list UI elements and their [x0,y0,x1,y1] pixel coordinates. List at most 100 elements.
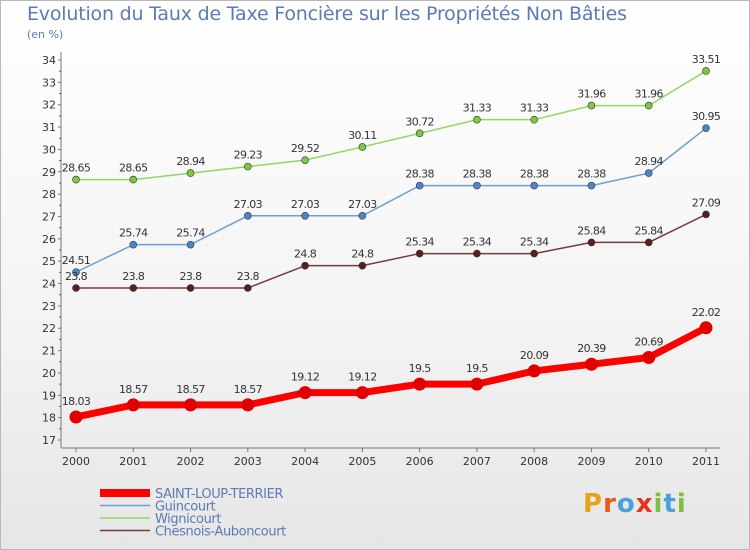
data-label: 20.39 [577,342,606,355]
data-label: 24.51 [62,254,91,267]
data-point [702,67,710,75]
data-point [186,240,195,249]
y-tick-label: 17 [42,434,56,447]
data-label: 25.84 [634,224,663,237]
y-tick-label: 33 [42,76,56,89]
data-point [413,377,427,391]
x-tick-label: 2002 [177,455,205,468]
y-tick-label: 34 [42,54,56,67]
logo-letter: P [583,489,604,519]
data-point [301,212,309,220]
data-label: 22.02 [692,306,721,319]
data-label: 28.94 [176,155,205,168]
data-label: 30.95 [692,110,721,123]
data-label: 30.11 [348,129,377,142]
y-tick-label: 28 [42,188,56,201]
series-line [76,213,707,289]
data-label: 28.38 [463,168,492,181]
data-label: 25.74 [119,227,148,240]
y-tick-label: 19 [42,389,56,402]
y-tick-label: 26 [42,233,56,246]
data-label: 20.09 [520,349,549,362]
y-tick-label: 30 [42,143,56,156]
legend-label: SAINT-LOUP-TERRIER [155,487,283,502]
logo-letter: i [653,489,664,519]
logo-letter: o [616,489,636,519]
unit-label: (en %) [27,28,64,41]
data-label: 29.52 [291,142,320,155]
data-point [72,284,80,292]
x-tick-label: 2009 [577,455,605,468]
data-label: 19.5 [409,362,432,375]
data-point [587,101,596,110]
data-label: 28.94 [634,155,663,168]
y-tick-label: 20 [42,367,56,380]
data-label: 23.8 [122,270,145,283]
data-point [301,156,309,164]
data-label: 28.65 [62,162,91,175]
data-point [587,238,596,247]
x-tick-label: 2011 [692,455,720,468]
legend-label: Wignicourt [155,512,221,527]
data-label: 25.84 [577,224,606,237]
data-label: 28.38 [577,168,606,181]
data-point [587,181,596,190]
data-point [584,357,598,371]
legend-label: Chesnois-Auboncourt [155,525,286,540]
data-point [470,377,484,391]
data-point [126,398,140,412]
data-point [69,410,83,424]
logo-letter: i [676,489,687,519]
data-label: 27.03 [291,198,320,211]
x-tick-label: 2000 [62,455,90,468]
data-label: 23.8 [237,270,260,283]
data-label: 24.8 [294,248,317,261]
data-point [358,261,367,270]
y-tick-label: 29 [42,166,56,179]
data-label: 24.8 [351,248,374,261]
data-point [129,284,138,292]
chart-title: Evolution du Taux de Taxe Foncière sur l… [27,3,627,25]
y-tick-label: 27 [42,210,56,223]
data-point [301,261,309,270]
data-point [702,124,710,132]
y-tick-label: 21 [42,345,56,358]
data-label: 31.96 [634,88,663,101]
data-label: 25.34 [405,236,434,249]
data-point [241,398,255,412]
x-tick-label: 2010 [635,455,663,468]
data-point [186,169,195,177]
data-label: 19.5 [466,362,489,375]
data-label: 28.38 [520,168,549,181]
data-label: 18.57 [119,383,148,396]
data-label: 18.03 [62,395,91,408]
data-point [473,249,481,258]
data-label: 20.69 [634,336,663,349]
data-label: 28.65 [119,162,148,175]
x-tick-label: 2001 [119,455,147,468]
data-point [530,115,538,124]
data-point [72,175,80,184]
data-label: 30.72 [405,115,434,128]
data-label: 25.34 [520,236,549,249]
data-point [642,351,656,365]
data-point [527,364,541,378]
data-label: 31.96 [577,88,606,101]
data-point [298,386,312,400]
data-point [415,129,424,138]
data-label: 29.23 [234,149,263,162]
data-point [184,398,198,412]
x-tick-label: 2006 [406,455,434,468]
data-label: 23.8 [65,270,88,283]
data-point [473,115,481,124]
data-point [530,249,538,258]
data-label: 25.74 [176,227,205,240]
data-point [129,175,138,184]
data-label: 33.51 [692,53,721,66]
data-label: 18.57 [176,383,205,396]
logo-letter: x [635,489,654,519]
data-point [186,284,195,292]
data-point [644,101,653,110]
data-label: 23.8 [179,270,202,283]
